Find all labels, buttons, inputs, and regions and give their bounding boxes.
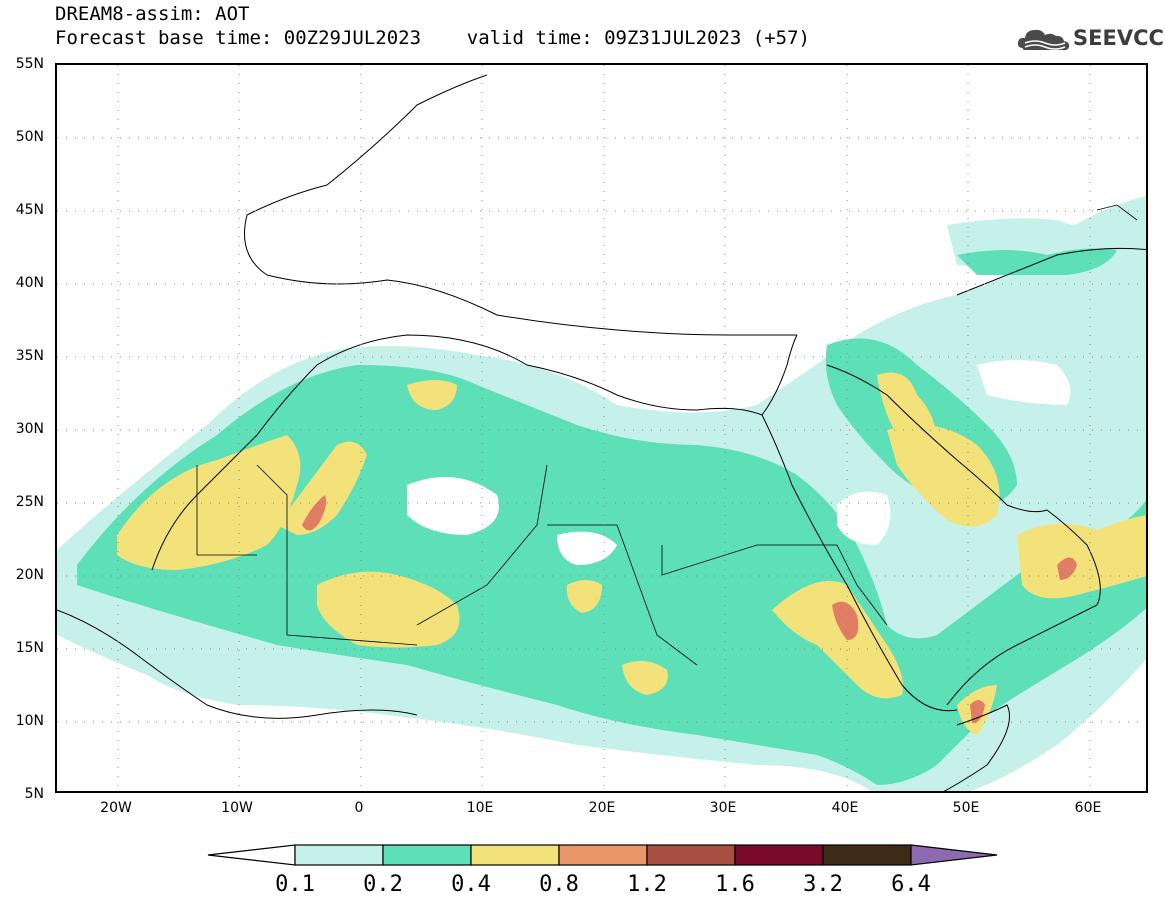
forecast-time-label: Forecast base time: 00Z29JUL2023 valid t… — [55, 27, 810, 49]
lat-label-45n: 45N — [15, 202, 44, 218]
colorbar-bin-3 — [470, 844, 560, 866]
colorbar-label-1-6: 1.6 — [715, 872, 755, 897]
colorbar-label-1-2: 1.2 — [627, 872, 667, 897]
lon-label-10w: 10W — [221, 800, 253, 816]
aot-level-0-4 — [117, 372, 1146, 735]
lat-label-35n: 35N — [15, 348, 44, 364]
lon-label-10e: 10E — [466, 800, 494, 816]
colorbar-label-0-4: 0.4 — [451, 872, 491, 897]
colorbar-label-3-2: 3.2 — [803, 872, 843, 897]
map-panel[interactable] — [55, 63, 1148, 793]
colorbar-label-0-8: 0.8 — [539, 872, 579, 897]
lat-label-50n: 50N — [15, 129, 44, 145]
lat-label-55n: 55N — [15, 56, 44, 72]
lon-label-40e: 40E — [831, 800, 859, 816]
lon-label-20e: 20E — [588, 800, 616, 816]
aot-colorbar — [207, 844, 998, 866]
colorbar-bin-7 — [822, 844, 912, 866]
lon-label-20w: 20W — [100, 800, 132, 816]
logo-text: SEEVCCC — [1073, 26, 1165, 50]
map-title: DREAM8-assim: AOT — [55, 3, 250, 25]
cloud-icon — [1017, 29, 1070, 51]
colorbar-bin-2 — [382, 844, 472, 866]
lon-label-30e: 30E — [709, 800, 737, 816]
country-borders — [196, 204, 1138, 666]
colorbar-lower-triangle — [207, 844, 296, 866]
lat-label-40n: 40N — [15, 275, 44, 291]
colorbar-bin-4 — [558, 844, 648, 866]
colorbar-upper-triangle — [910, 844, 998, 866]
seevccc-logo: SEEVCCC — [1015, 24, 1165, 54]
lat-label-15n: 15N — [15, 640, 44, 656]
lon-label-0: 0 — [354, 800, 364, 816]
lon-label-50e: 50E — [952, 800, 980, 816]
lat-label-5n: 5N — [24, 786, 44, 802]
colorbar-label-6-4: 6.4 — [891, 872, 931, 897]
colorbar-bin-6 — [734, 844, 824, 866]
lon-label-60e: 60E — [1074, 800, 1102, 816]
colorbar-label-0-1: 0.1 — [275, 872, 315, 897]
aot-field-map — [57, 65, 1146, 791]
lat-label-25n: 25N — [15, 494, 44, 510]
lat-label-10n: 10N — [15, 713, 44, 729]
colorbar-bin-1 — [294, 844, 384, 866]
colorbar-bin-5 — [646, 844, 736, 866]
coastline-borders — [57, 74, 1146, 791]
lat-label-30n: 30N — [15, 421, 44, 437]
lat-label-20n: 20N — [15, 567, 44, 583]
colorbar-label-0-2: 0.2 — [363, 872, 403, 897]
aot-level-0-8 — [302, 495, 1077, 724]
low-aot-areas — [407, 360, 1071, 565]
